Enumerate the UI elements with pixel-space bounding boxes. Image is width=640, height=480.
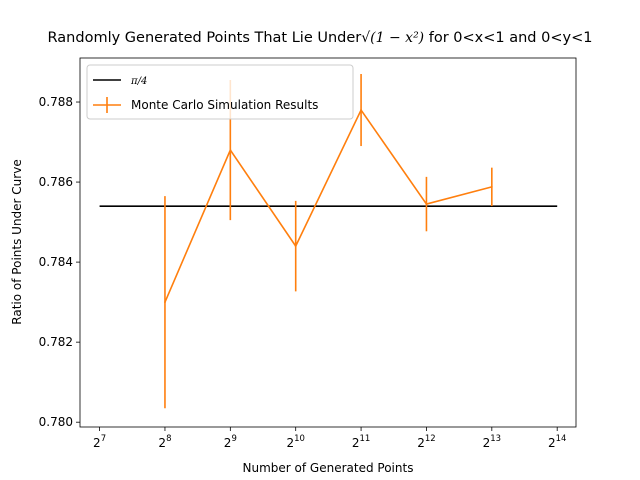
chart-title-math: √(1 − x²) xyxy=(361,30,425,46)
data-point xyxy=(294,245,297,248)
y-tick-label: 0.788 xyxy=(39,95,73,109)
y-axis-label: Ratio of Points Under Curve xyxy=(10,159,24,324)
y-tick-label: 0.786 xyxy=(39,175,73,189)
y-tick-label: 0.780 xyxy=(39,415,73,429)
chart-title-prefix: Randomly Generated Points That Lie Under xyxy=(47,30,362,46)
x-tick-label: 27 xyxy=(93,434,106,450)
y-tick-label: 0.784 xyxy=(39,255,73,269)
plot-frame xyxy=(79,57,577,428)
chart-title-suffix: for 0<x<1 and 0<y<1 xyxy=(428,30,593,46)
data-point xyxy=(229,149,232,151)
chart-title: Randomly Generated Points That Lie Under… xyxy=(0,30,640,46)
x-tick-label: 28 xyxy=(158,434,171,450)
x-tick-label: 214 xyxy=(548,434,566,450)
legend: π/4 Monte Carlo Simulation Results xyxy=(86,64,354,120)
x-tick-label: 213 xyxy=(483,434,501,450)
series-line-monte-carlo xyxy=(164,108,493,303)
data-point xyxy=(164,301,166,304)
legend-box xyxy=(86,64,354,120)
x-tick-label: 210 xyxy=(286,434,304,450)
x-tick-label: 211 xyxy=(352,434,370,450)
data-point xyxy=(490,185,493,188)
data-point xyxy=(425,203,428,205)
x-axis-label: Number of Generated Points xyxy=(243,461,414,475)
legend-series-label: Monte Carlo Simulation Results xyxy=(131,98,318,112)
legend-pi-over-4-label: π/4 xyxy=(130,76,147,87)
x-tick-label: 29 xyxy=(224,434,237,450)
data-point xyxy=(360,109,362,111)
legend-pi-over-4-name: π/4 xyxy=(130,76,147,87)
x-tick-label: 212 xyxy=(417,434,435,450)
y-tick-label: 0.782 xyxy=(39,335,73,349)
